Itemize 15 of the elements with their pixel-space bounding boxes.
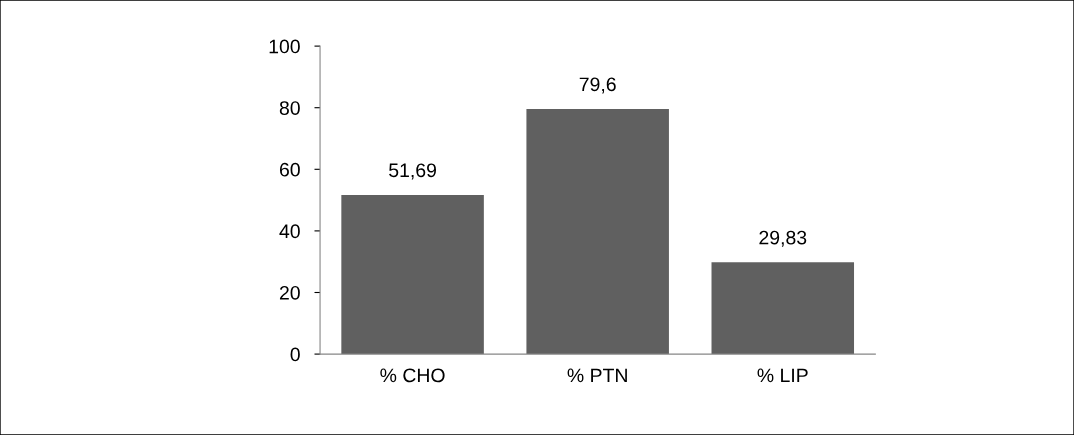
y-tick-label: 20 [279, 285, 300, 300]
x-tick-label: % LIP [757, 368, 808, 383]
y-tick-label: 80 [279, 101, 300, 115]
y-tick-label: 60 [279, 162, 300, 177]
y-tick-label: 0 [290, 347, 300, 362]
data-label: 29,83 [759, 230, 807, 247]
bar [526, 108, 669, 355]
x-tick-label: % PTN [567, 368, 627, 383]
data-label: 79,6 [579, 77, 616, 94]
x-tick-label: % CHO [380, 368, 445, 383]
bar [341, 194, 484, 355]
bar [711, 262, 855, 355]
data-label: 51,69 [389, 163, 437, 180]
y-tick-label: 100 [269, 39, 300, 54]
y-tick-label: 40 [279, 224, 300, 239]
